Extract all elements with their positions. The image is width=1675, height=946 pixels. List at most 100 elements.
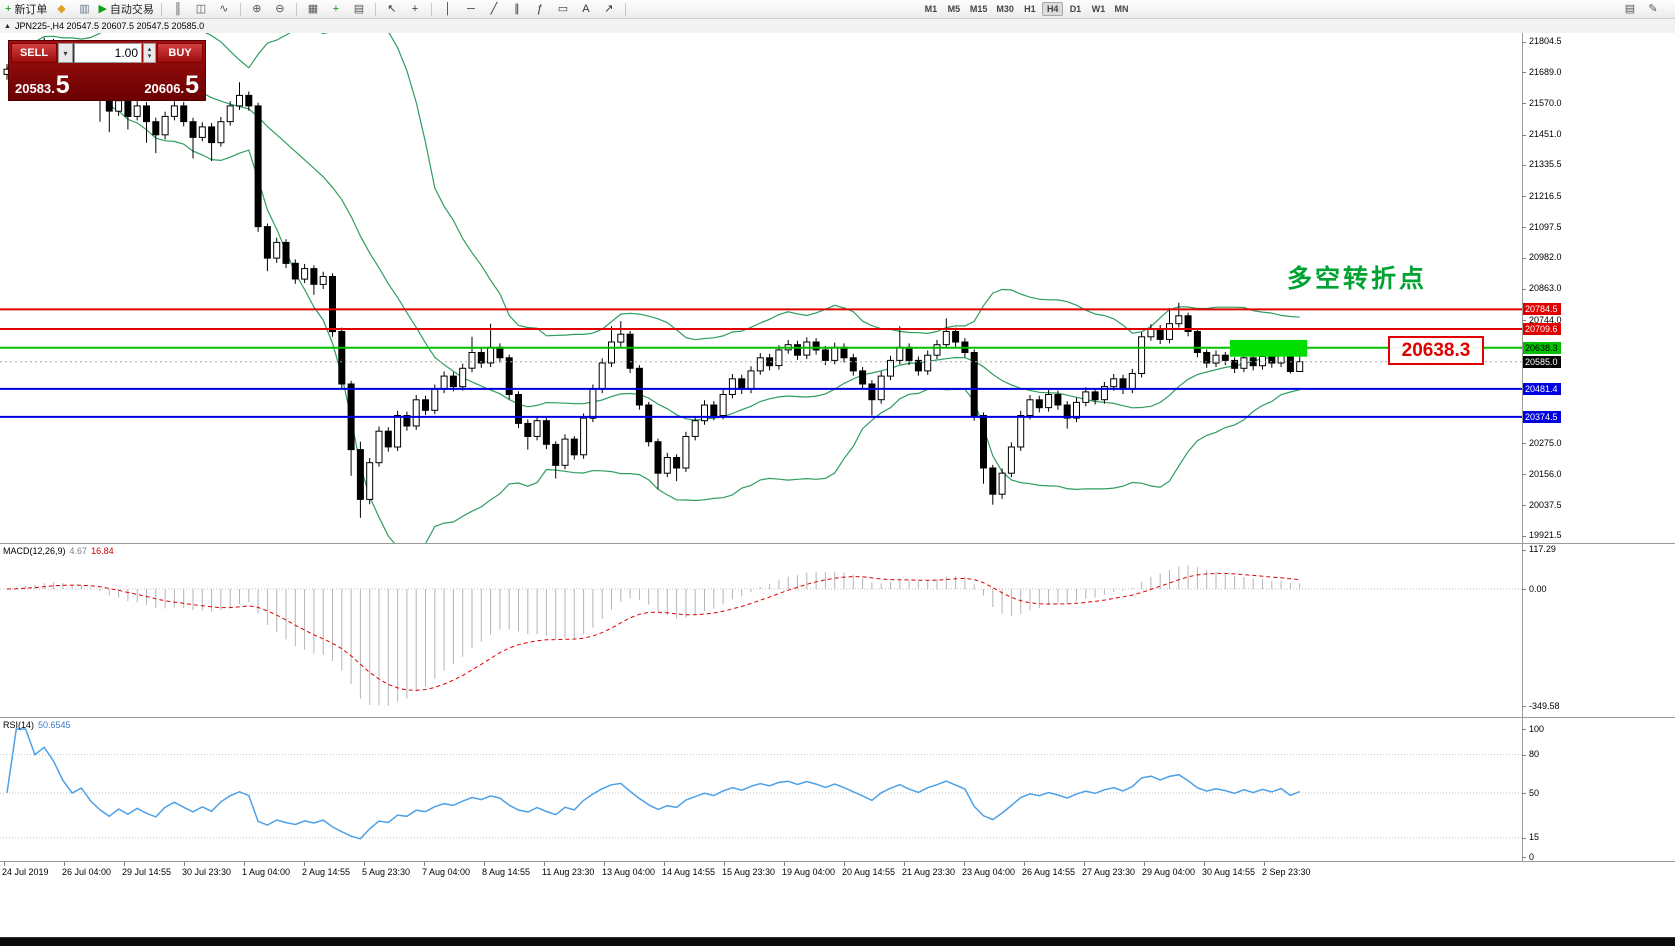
macd-panel[interactable] bbox=[0, 544, 1522, 717]
line-chart-icon: ∿ bbox=[219, 3, 229, 15]
macd-label: MACD(12,26,9) 4.67 16.84 bbox=[3, 546, 114, 556]
autotrading-button[interactable]: ▶ 自动交易 bbox=[96, 1, 155, 17]
timeframe-m1[interactable]: M1 bbox=[924, 4, 938, 14]
scale-tick-mark bbox=[1522, 755, 1526, 756]
deposit-icon[interactable]: ◆ bbox=[50, 1, 72, 17]
timeframe-h1[interactable]: H1 bbox=[1024, 4, 1036, 14]
time-label: 29 Aug 04:00 bbox=[1142, 867, 1196, 877]
tile-windows-icon[interactable]: ▦ bbox=[302, 1, 324, 17]
volume-stepper[interactable]: ▴ ▾ bbox=[143, 43, 156, 63]
sell-price: 20583. 5 bbox=[15, 71, 70, 99]
price-chart[interactable] bbox=[0, 5, 1522, 556]
toolbar-separator bbox=[160, 2, 162, 16]
time-label: 27 Aug 23:30 bbox=[1082, 867, 1136, 877]
templates-icon[interactable]: ▤ bbox=[348, 1, 370, 17]
market-watch-icon[interactable]: ▥ bbox=[73, 1, 95, 17]
panel-separator[interactable] bbox=[0, 543, 1675, 544]
collapse-panel-icon[interactable]: ▲ bbox=[4, 22, 11, 30]
shapes-icon[interactable]: ▭ bbox=[552, 1, 574, 17]
time-tick-mark bbox=[364, 862, 365, 866]
time-tick-mark bbox=[1264, 862, 1265, 866]
scale-tick-mark bbox=[1522, 857, 1526, 858]
timeframe-w1[interactable]: W1 bbox=[1091, 4, 1106, 14]
zoom-out-icon: ⊖ bbox=[275, 3, 285, 15]
rsi-label: RSI(14) 50.6545 bbox=[3, 720, 71, 730]
cursor-icon[interactable]: ↖ bbox=[381, 1, 403, 17]
time-label: 2 Sep 23:30 bbox=[1262, 867, 1311, 877]
scale-value: -349.58 bbox=[1529, 701, 1560, 711]
new-order-button[interactable]: + 新订单 bbox=[3, 1, 49, 17]
sell-button[interactable]: SELL bbox=[11, 43, 57, 63]
crosshair-icon[interactable]: + bbox=[404, 1, 426, 17]
bars-chart-icon: ║ bbox=[174, 3, 182, 15]
scale-tick-mark bbox=[1522, 320, 1526, 321]
time-tick-mark bbox=[1204, 862, 1205, 866]
macd-svg bbox=[0, 565, 1522, 706]
timeframe-m30[interactable]: M30 bbox=[996, 4, 1014, 14]
new-order-icon: + bbox=[5, 3, 12, 15]
time-tick-mark bbox=[124, 862, 125, 866]
scale-value: 21451.0 bbox=[1529, 129, 1562, 139]
bars-chart-icon[interactable]: ║ bbox=[167, 1, 189, 17]
volume-dropdown[interactable]: ▾ bbox=[58, 43, 73, 63]
trendline-icon[interactable]: ╱ bbox=[483, 1, 505, 17]
channel-icon[interactable]: ∥ bbox=[506, 1, 528, 17]
timeframe-m5[interactable]: M5 bbox=[947, 4, 961, 14]
time-label: 21 Aug 23:30 bbox=[902, 867, 956, 877]
scale-tick-mark bbox=[1522, 550, 1526, 551]
arrow-icon[interactable]: ↗ bbox=[598, 1, 620, 17]
price-line-tag: 20585.0 bbox=[1523, 356, 1561, 368]
scale-tick-mark bbox=[1522, 165, 1526, 166]
stepper-up-icon[interactable]: ▴ bbox=[147, 46, 152, 53]
rsi-scale[interactable]: 100 80 50 15 0 bbox=[1522, 718, 1675, 862]
one-click-trading-widget: SELL ▾ 1.00 ▴ ▾ BUY 20583. 5 20606. 5 bbox=[8, 40, 206, 101]
scale-value: 50 bbox=[1529, 788, 1540, 798]
panel-separator[interactable] bbox=[0, 717, 1675, 718]
timeframe-d1[interactable]: D1 bbox=[1069, 4, 1082, 14]
time-axis[interactable]: 24 Jul 2019 26 Jul 04:00 29 Jul 14:55 30 Ju… bbox=[0, 862, 1522, 884]
time-tick-mark bbox=[784, 862, 785, 866]
text-icon[interactable]: A bbox=[575, 1, 597, 17]
timeframe-mn[interactable]: MN bbox=[1114, 4, 1129, 14]
deposit-icon: ◆ bbox=[57, 3, 66, 15]
indicators-icon[interactable]: + bbox=[325, 1, 347, 17]
charts-menu-icon[interactable]: ▤ bbox=[1619, 1, 1641, 17]
price-scale[interactable]: 21804.5 21689.0 21570.0 21451.0 21335.5 21216… bbox=[1522, 33, 1675, 543]
scale-value: 20982.0 bbox=[1529, 252, 1562, 262]
horizontal-line-icon[interactable]: ─ bbox=[460, 1, 482, 17]
candlestick-chart-icon[interactable]: ◫ bbox=[190, 1, 212, 17]
timeframe-h4[interactable]: H4 bbox=[1041, 2, 1064, 16]
scale-tick-mark bbox=[1522, 289, 1526, 290]
time-tick-mark bbox=[424, 862, 425, 866]
rsi-svg bbox=[0, 728, 1522, 840]
draw-cursor-icon[interactable]: ✎ bbox=[1642, 1, 1664, 17]
rsi-panel[interactable] bbox=[0, 718, 1522, 861]
macd-scale[interactable]: 117.29 0.00 -349.58 bbox=[1522, 544, 1675, 717]
time-label: 1 Aug 04:00 bbox=[242, 867, 291, 877]
time-tick-mark bbox=[1084, 862, 1085, 866]
candlestick-chart-icon: ◫ bbox=[195, 3, 207, 15]
scale-value: 0 bbox=[1529, 852, 1535, 862]
annotation-text[interactable]: 多空转折点 bbox=[1287, 265, 1428, 293]
vertical-line-icon[interactable]: │ bbox=[437, 1, 459, 17]
templates-icon: ▤ bbox=[353, 3, 365, 15]
price-line-tag: 20481.4 bbox=[1523, 383, 1561, 395]
line-chart-icon[interactable]: ∿ bbox=[213, 1, 235, 17]
zoom-out-icon[interactable]: ⊖ bbox=[269, 1, 291, 17]
price-callout[interactable]: 20638.3 bbox=[1388, 336, 1484, 365]
scale-tick-mark bbox=[1522, 706, 1526, 707]
time-tick-mark bbox=[844, 862, 845, 866]
fibonacci-icon[interactable]: ƒ bbox=[529, 1, 551, 17]
time-label: 14 Aug 14:55 bbox=[662, 867, 716, 877]
zoom-in-icon[interactable]: ⊕ bbox=[246, 1, 268, 17]
stepper-down-icon[interactable]: ▾ bbox=[147, 53, 152, 60]
volume-input[interactable]: 1.00 bbox=[74, 43, 142, 63]
time-label: 30 Aug 14:55 bbox=[1202, 867, 1256, 877]
buy-button[interactable]: BUY bbox=[157, 43, 203, 63]
shapes-icon: ▭ bbox=[557, 3, 569, 15]
cursor-icon: ↖ bbox=[387, 3, 397, 15]
timeframe-m15[interactable]: M15 bbox=[969, 4, 988, 14]
scale-value: 21689.0 bbox=[1529, 67, 1562, 77]
chart-title: JPN225-,H4 20547.5 20607.5 20547.5 20585… bbox=[14, 21, 205, 31]
scale-tick-mark bbox=[1522, 227, 1526, 228]
